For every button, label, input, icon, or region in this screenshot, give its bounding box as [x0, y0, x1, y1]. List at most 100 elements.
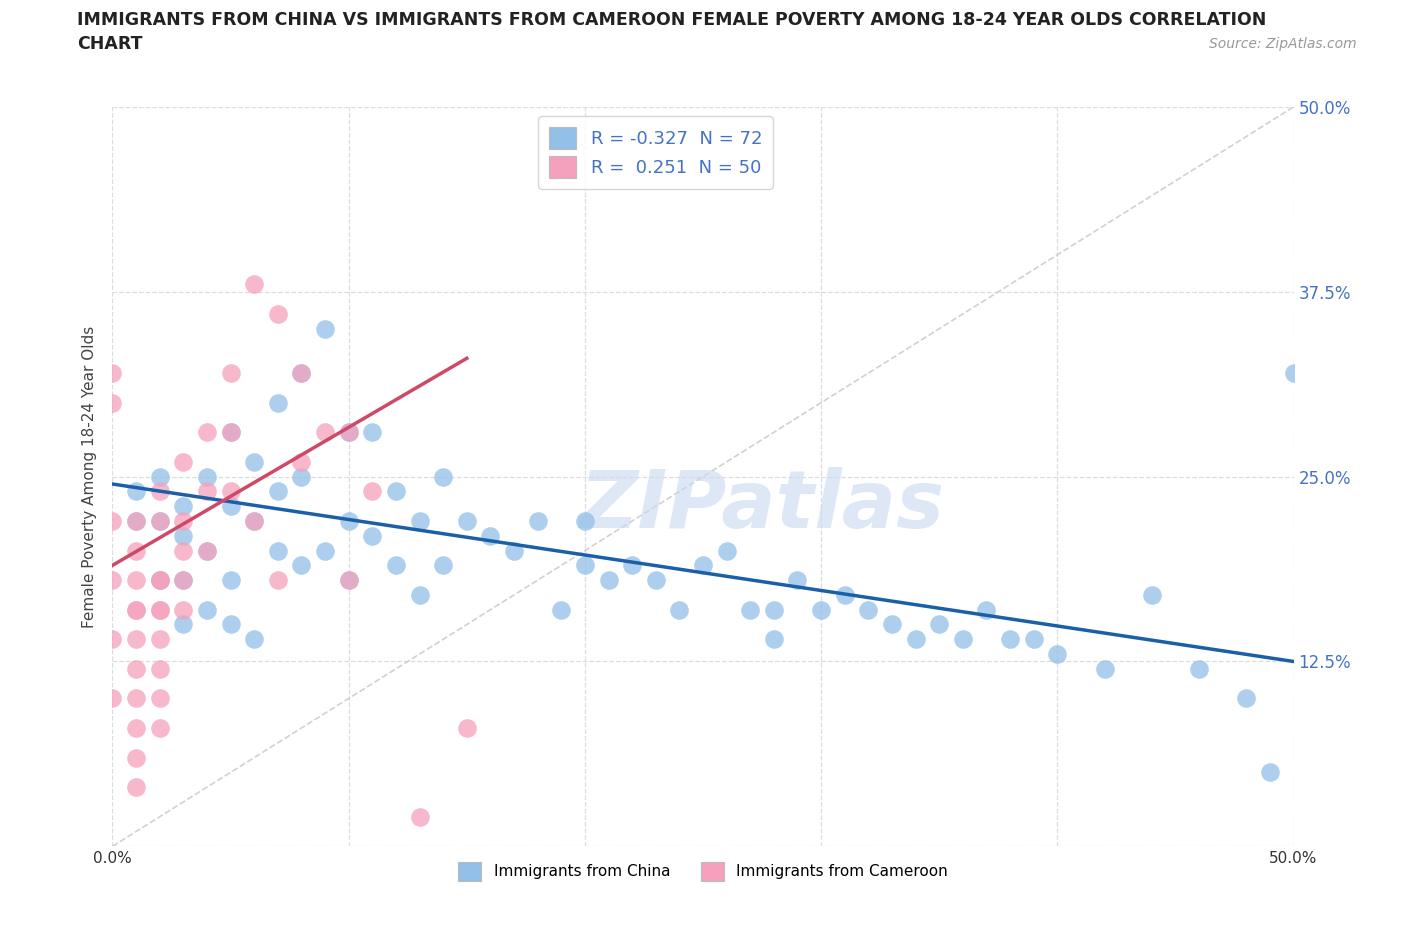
- Point: [668, 603, 690, 618]
- Point: [290, 365, 312, 380]
- Point: [858, 603, 880, 618]
- Point: [172, 455, 194, 470]
- Point: [408, 809, 430, 824]
- Point: [432, 558, 454, 573]
- Point: [1022, 631, 1045, 646]
- Point: [195, 484, 218, 498]
- Point: [243, 631, 266, 646]
- Point: [408, 513, 430, 528]
- Point: [125, 513, 148, 528]
- Point: [952, 631, 974, 646]
- Point: [149, 721, 172, 736]
- Point: [432, 469, 454, 484]
- Point: [172, 498, 194, 513]
- Point: [337, 513, 360, 528]
- Point: [526, 513, 548, 528]
- Point: [172, 573, 194, 588]
- Point: [762, 631, 785, 646]
- Point: [243, 277, 266, 292]
- Point: [149, 603, 172, 618]
- Point: [716, 543, 738, 558]
- Point: [219, 484, 242, 498]
- Point: [762, 603, 785, 618]
- Point: [456, 513, 478, 528]
- Point: [172, 618, 194, 632]
- Point: [149, 484, 172, 498]
- Point: [267, 573, 290, 588]
- Point: [644, 573, 666, 588]
- Point: [149, 661, 172, 676]
- Point: [998, 631, 1021, 646]
- Point: [337, 425, 360, 440]
- Point: [125, 603, 148, 618]
- Point: [550, 603, 572, 618]
- Point: [290, 558, 312, 573]
- Point: [740, 603, 762, 618]
- Point: [314, 425, 336, 440]
- Point: [195, 603, 218, 618]
- Point: [385, 484, 408, 498]
- Point: [243, 455, 266, 470]
- Point: [361, 484, 384, 498]
- Point: [385, 558, 408, 573]
- Point: [598, 573, 620, 588]
- Legend: Immigrants from China, Immigrants from Cameroon: Immigrants from China, Immigrants from C…: [453, 856, 953, 886]
- Point: [149, 469, 172, 484]
- Point: [125, 691, 148, 706]
- Point: [172, 543, 194, 558]
- Point: [219, 618, 242, 632]
- Point: [834, 588, 856, 603]
- Point: [101, 513, 124, 528]
- Point: [101, 395, 124, 410]
- Point: [408, 588, 430, 603]
- Point: [149, 603, 172, 618]
- Point: [195, 543, 218, 558]
- Point: [195, 425, 218, 440]
- Point: [314, 543, 336, 558]
- Point: [928, 618, 950, 632]
- Point: [219, 365, 242, 380]
- Point: [195, 469, 218, 484]
- Point: [337, 573, 360, 588]
- Text: Source: ZipAtlas.com: Source: ZipAtlas.com: [1209, 37, 1357, 51]
- Point: [125, 631, 148, 646]
- Point: [692, 558, 714, 573]
- Point: [149, 573, 172, 588]
- Point: [361, 528, 384, 543]
- Point: [976, 603, 998, 618]
- Point: [880, 618, 903, 632]
- Text: CHART: CHART: [77, 35, 143, 53]
- Point: [267, 484, 290, 498]
- Point: [574, 558, 596, 573]
- Point: [172, 603, 194, 618]
- Point: [1094, 661, 1116, 676]
- Point: [195, 543, 218, 558]
- Point: [219, 425, 242, 440]
- Point: [149, 573, 172, 588]
- Point: [1046, 646, 1069, 661]
- Point: [149, 691, 172, 706]
- Point: [786, 573, 808, 588]
- Point: [361, 425, 384, 440]
- Point: [621, 558, 644, 573]
- Point: [267, 395, 290, 410]
- Point: [125, 543, 148, 558]
- Point: [337, 425, 360, 440]
- Point: [290, 365, 312, 380]
- Point: [267, 307, 290, 322]
- Point: [101, 365, 124, 380]
- Text: IMMIGRANTS FROM CHINA VS IMMIGRANTS FROM CAMEROON FEMALE POVERTY AMONG 18-24 YEA: IMMIGRANTS FROM CHINA VS IMMIGRANTS FROM…: [77, 11, 1267, 29]
- Point: [125, 721, 148, 736]
- Point: [149, 631, 172, 646]
- Point: [125, 573, 148, 588]
- Point: [219, 425, 242, 440]
- Point: [172, 513, 194, 528]
- Point: [172, 573, 194, 588]
- Point: [904, 631, 927, 646]
- Point: [101, 631, 124, 646]
- Point: [456, 721, 478, 736]
- Text: ZIPatlas: ZIPatlas: [579, 467, 945, 545]
- Point: [290, 469, 312, 484]
- Point: [219, 498, 242, 513]
- Point: [172, 528, 194, 543]
